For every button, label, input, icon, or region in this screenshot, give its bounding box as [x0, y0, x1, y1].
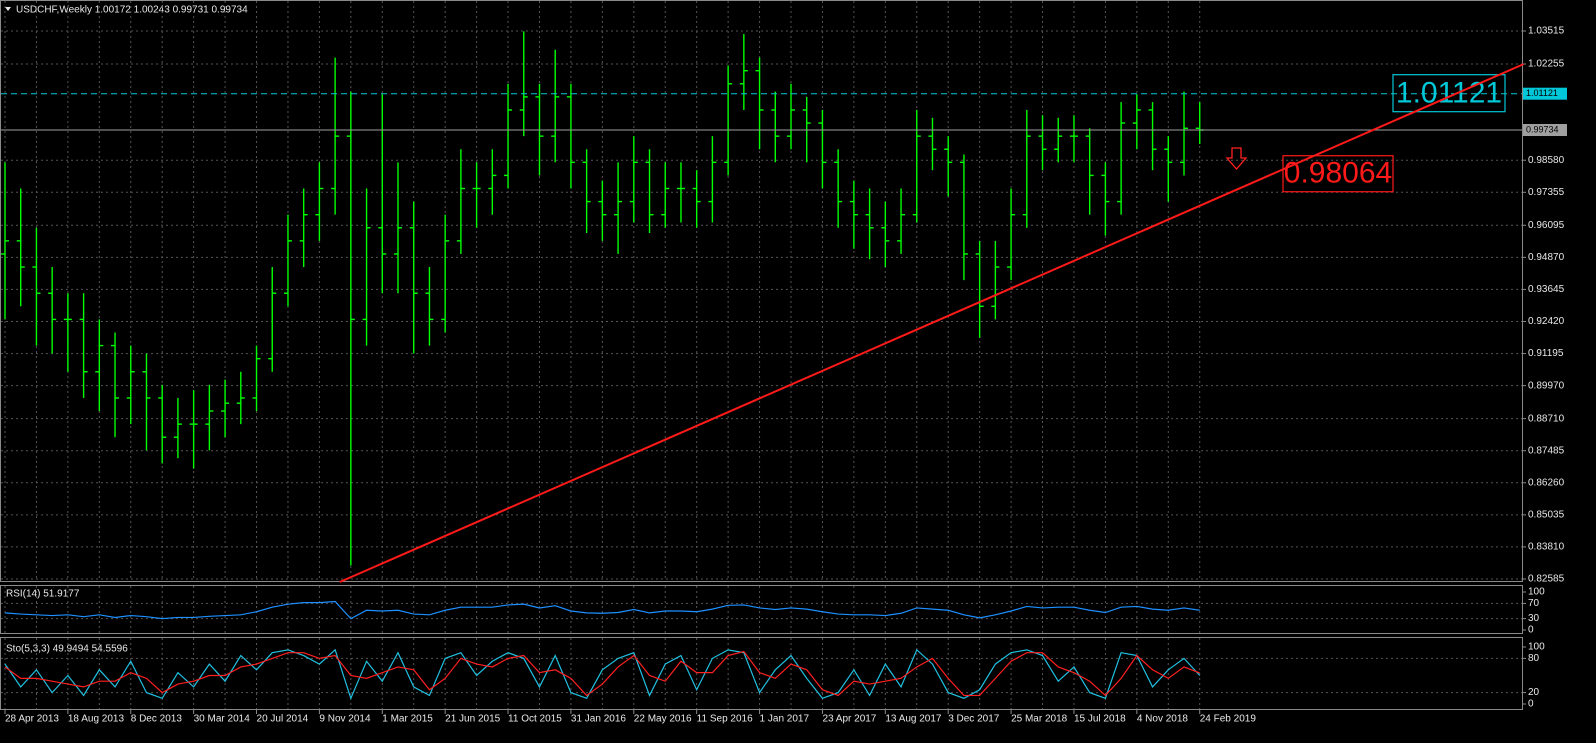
x-tick-label: 18 Aug 2013	[68, 714, 125, 725]
y-tick-label: 0.96095	[1528, 220, 1565, 231]
x-tick-label: 1 Jan 2017	[760, 714, 810, 725]
y-tick-label: 0.82585	[1528, 574, 1565, 585]
sto-frame	[0, 637, 1523, 710]
x-tick-label: 11 Sep 2016	[697, 714, 753, 725]
x-tick-label: 11 Oct 2015	[508, 714, 562, 725]
x-tick-label: 1 Mar 2015	[382, 714, 433, 725]
grid	[1, 1, 1522, 709]
x-tick-label: 15 Jul 2018	[1074, 714, 1126, 725]
y-tick-label: 0.91195	[1528, 348, 1564, 359]
price-badge-label: 1.01121	[1526, 88, 1558, 98]
x-tick-label: 28 Apr 2013	[5, 714, 59, 725]
x-tick-label: 24 Feb 2019	[1200, 714, 1257, 725]
main-frame	[0, 0, 1523, 582]
trend-annotation-box	[1282, 155, 1394, 193]
trend-annotation: 0.98064	[1284, 157, 1392, 190]
x-tick-label: 31 Jan 2016	[571, 714, 626, 725]
rsi-title: RSI(14) 51.9177	[6, 589, 80, 600]
x-tick-label: 9 Nov 2014	[319, 714, 371, 725]
frames	[0, 0, 1523, 710]
y-tick-label: 0.98580	[1528, 155, 1565, 166]
indicator-line	[4, 650, 1200, 697]
y-tick-label: 0.83810	[1528, 542, 1565, 553]
trendline	[339, 63, 1524, 583]
x-tick-label: 21 Jun 2015	[445, 714, 500, 725]
x-tick-label: 23 Apr 2017	[822, 714, 876, 725]
x-tick-label: 13 Aug 2017	[885, 714, 942, 725]
y-tick-label: 0.87485	[1528, 445, 1565, 456]
price-badge	[1523, 87, 1567, 100]
y-tick-label: 1.02255	[1528, 59, 1565, 70]
indicator-line	[4, 648, 1201, 701]
y-tick-label: 0	[1528, 699, 1534, 710]
level-annotation-box	[1392, 74, 1506, 113]
y-tick-label: 0.86260	[1528, 477, 1565, 488]
y-tick-label: 30	[1528, 613, 1540, 624]
x-tick-label: 22 May 2016	[634, 714, 692, 725]
y-tick-label: 20	[1528, 687, 1540, 698]
down-arrow	[1225, 147, 1248, 170]
y-tick-label: 70	[1528, 598, 1540, 609]
y-tick-label: 0	[1528, 625, 1534, 636]
x-tick-label: 4 Nov 2018	[1137, 714, 1189, 725]
x-tick-label: 3 Dec 2017	[948, 714, 1000, 725]
x-tick-label: 20 Jul 2014	[257, 714, 309, 725]
x-tick-label: 8 Dec 2013	[131, 714, 183, 725]
y-tick-label: 0.92420	[1528, 316, 1565, 327]
menu-triangle	[5, 7, 11, 11]
y-tick-label: 0.97355	[1528, 187, 1565, 198]
y-tick-label: 80	[1528, 653, 1540, 664]
y-tick-label: 0.89970	[1528, 380, 1565, 391]
x-tick-label: 25 Mar 2018	[1011, 714, 1068, 725]
chart-header: USDCHF,Weekly 1.00172 1.00243 0.99731 0.…	[16, 5, 248, 16]
x-tick-label: 30 Mar 2014	[194, 714, 251, 725]
rsi-frame	[0, 585, 1523, 634]
y-tick-label: 100	[1528, 642, 1545, 653]
indicator-line	[4, 600, 1200, 620]
y-tick-label: 1.03515	[1528, 26, 1565, 37]
y-tick-label: 100	[1528, 587, 1545, 598]
y-tick-label: 0.88710	[1528, 413, 1565, 424]
sto-title: Sto(5,3,3) 49.9494 54.5596	[6, 644, 128, 655]
y-tick-label: 0.85035	[1528, 509, 1565, 520]
price-badge-label: 0.99734	[1526, 124, 1559, 134]
y-tick-label: 0.93645	[1528, 284, 1565, 295]
y-tick-label: 0.94870	[1528, 252, 1565, 263]
price-badge	[1523, 124, 1567, 137]
